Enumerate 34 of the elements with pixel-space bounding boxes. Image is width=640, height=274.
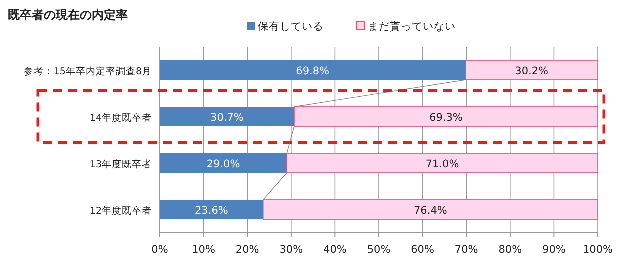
bar [160,153,288,174]
x-tick-label: 10% [192,244,216,256]
data-label: 69.3% [430,112,463,124]
x-tick-label: 20% [236,244,260,256]
legend-label: まだ貰っていない [368,20,456,33]
y-tick-label: 14年度既卒者 [90,112,152,124]
data-label: 29.0% [206,158,240,170]
bar [465,60,598,80]
y-tick-label: 13年度既卒者 [90,158,152,170]
x-tick-label: 50% [367,244,391,256]
x-tick-label: 100% [582,244,614,256]
data-label: 30.2% [515,65,549,78]
legend-label: 保有している [258,21,324,33]
x-tick-label: 0% [152,244,168,256]
data-label: 69.8% [296,65,330,78]
bar [160,106,294,127]
data-label: 30.7% [210,112,244,124]
x-tick-label: 30% [280,244,304,256]
bar [160,200,264,220]
y-tick-label: 12年度既卒者 [90,204,152,217]
chart-title: 既卒者の現在の内定率 [8,8,128,22]
data-label: 23.6% [195,204,228,217]
x-tick-label: 70% [454,244,478,256]
bar [294,106,598,127]
x-tick-label: 60% [411,244,434,256]
data-label: 76.4% [414,204,448,217]
y-tick-label: 参考：15年卒内定率調査8月 [24,65,152,78]
bar [286,153,598,174]
x-tick-label: 40% [324,244,347,256]
x-tick-label: 80% [498,244,522,256]
bar [160,60,466,80]
x-tick-label: 90% [542,244,566,256]
bar [262,200,598,220]
data-label: 71.0% [426,158,460,170]
